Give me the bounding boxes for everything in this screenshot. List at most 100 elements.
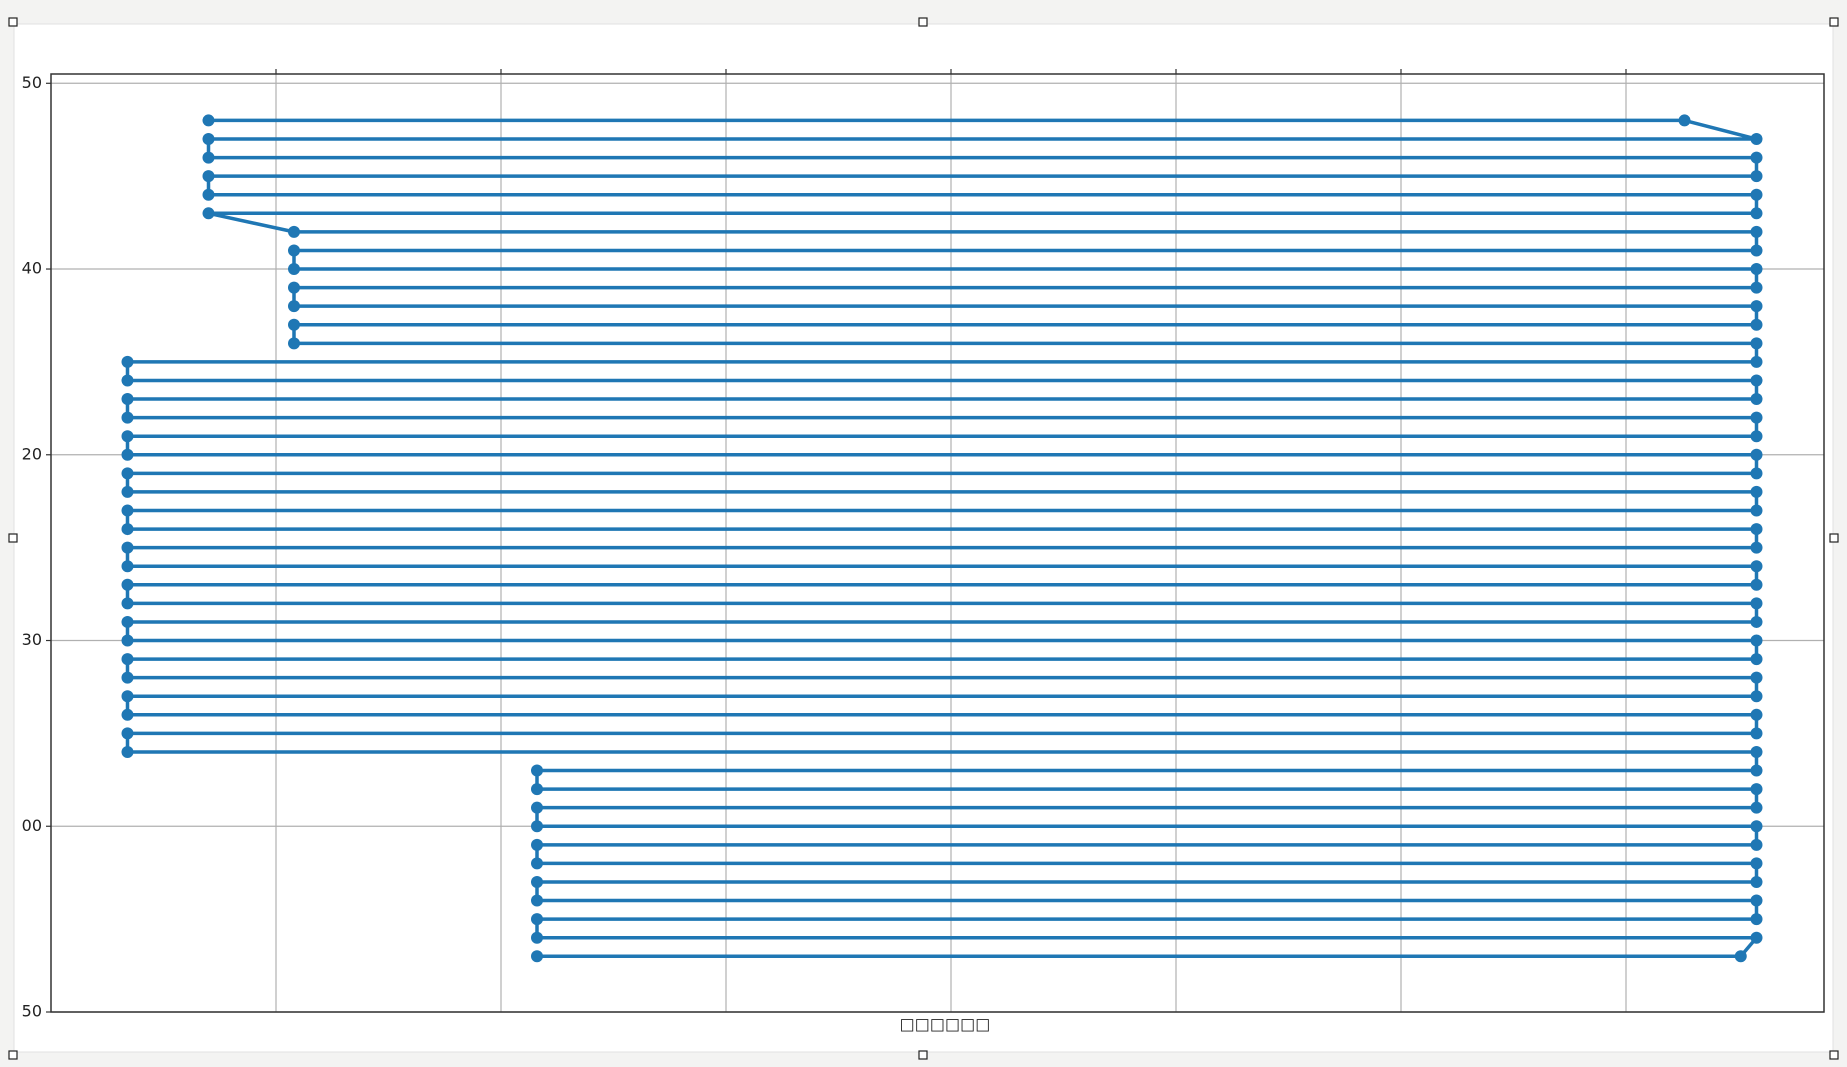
data-point (1750, 244, 1763, 257)
data-point (1750, 560, 1763, 573)
data-point (1750, 318, 1763, 331)
data-point (1750, 170, 1763, 183)
data-point (121, 560, 134, 573)
data-point (288, 281, 300, 294)
data-point (1750, 393, 1763, 406)
data-point (531, 931, 543, 944)
data-point (1750, 541, 1763, 554)
data-point (121, 597, 134, 610)
data-point (121, 504, 134, 517)
data-point (531, 857, 543, 870)
y-tick-label: 00 (22, 816, 42, 835)
figure-panel (13, 23, 1834, 1053)
selection-handles[interactable] (8, 17, 1839, 1060)
handle[interactable] (1829, 1050, 1839, 1060)
data-point (1750, 281, 1763, 294)
data-point (531, 783, 543, 796)
data-point (121, 727, 134, 740)
data-point (1750, 523, 1763, 536)
data-point (121, 653, 134, 666)
data-point (1750, 727, 1763, 740)
data-point (121, 411, 134, 424)
data-point (121, 448, 134, 461)
data-point (1750, 615, 1763, 628)
data-point (121, 374, 134, 387)
data-point (1750, 708, 1763, 721)
y-tick-label: 40 (22, 259, 42, 278)
data-point (1750, 430, 1763, 443)
handle[interactable] (918, 1050, 928, 1060)
data-point (1750, 690, 1763, 703)
data-point (202, 114, 215, 127)
handle[interactable] (8, 533, 18, 543)
data-point (531, 950, 543, 963)
data-point (531, 838, 543, 851)
data-point (531, 894, 543, 907)
data-point (531, 801, 543, 814)
handle[interactable] (1829, 533, 1839, 543)
data-point (121, 745, 134, 758)
data-point (121, 467, 134, 480)
data-point (121, 393, 134, 406)
data-point (1750, 894, 1763, 907)
data-point (1750, 411, 1763, 424)
data-point (121, 690, 134, 703)
data-point (1750, 913, 1763, 926)
data-point (202, 207, 215, 220)
data-point (1750, 207, 1763, 220)
data-point (202, 188, 215, 201)
data-point (121, 578, 134, 591)
data-point (1750, 783, 1763, 796)
data-point (1750, 801, 1763, 814)
handle[interactable] (918, 17, 928, 27)
data-point (1750, 263, 1763, 276)
axes-frame (50, 73, 1825, 1013)
data-point (202, 133, 215, 146)
data-point (1750, 838, 1763, 851)
data-point (1750, 745, 1763, 758)
y-tick-label: 50 (22, 1002, 42, 1021)
data-point (202, 151, 215, 164)
handle[interactable] (1829, 17, 1839, 27)
data-point (288, 337, 300, 350)
plot: 50 00 30 20 40 50 (22, 69, 1825, 1021)
data-point (1750, 467, 1763, 480)
data-point (531, 913, 543, 926)
data-point (1750, 355, 1763, 368)
data-point (121, 355, 134, 368)
data-point (121, 523, 134, 536)
data-point (531, 764, 543, 777)
data-point (1750, 653, 1763, 666)
handle[interactable] (8, 1050, 18, 1060)
y-tick-label: 50 (22, 73, 42, 92)
data-point (1750, 448, 1763, 461)
data-point (288, 244, 300, 257)
data-point (1750, 671, 1763, 684)
data-point (1750, 337, 1763, 350)
data-point (121, 430, 134, 443)
data-point (121, 708, 134, 721)
data-point (1734, 950, 1747, 963)
data-point (1750, 133, 1763, 146)
data-point (121, 485, 134, 498)
data-point (1678, 114, 1691, 127)
data-point (1750, 151, 1763, 164)
x-axis-label: □□□□□□ (900, 1015, 991, 1034)
data-point (1750, 374, 1763, 387)
data-point (1750, 820, 1763, 833)
data-point (1750, 875, 1763, 888)
data-point (1750, 597, 1763, 610)
data-point (121, 671, 134, 684)
data-point (1750, 857, 1763, 870)
data-point (288, 318, 300, 331)
data-point (531, 820, 543, 833)
data-point (288, 300, 300, 313)
data-point (288, 263, 300, 276)
data-point (1750, 578, 1763, 591)
data-point (288, 225, 300, 238)
data-point (202, 170, 215, 183)
handle[interactable] (8, 17, 18, 27)
data-point (1750, 764, 1763, 777)
